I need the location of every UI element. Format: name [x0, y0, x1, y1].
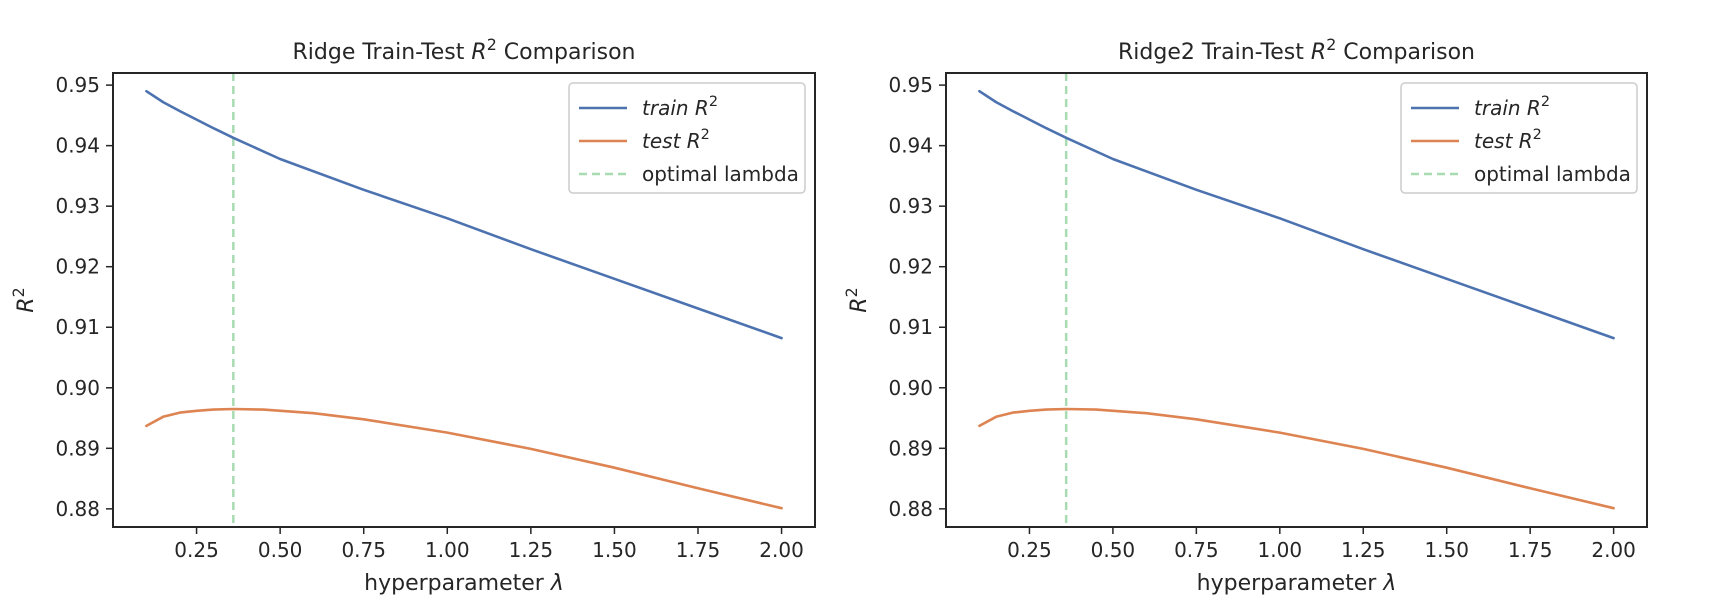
y-tick-label: 0.92	[55, 255, 100, 279]
x-tick-label: 1.75	[1508, 538, 1553, 562]
series-line-test	[145, 407, 783, 510]
y-tick-label: 0.89	[888, 436, 933, 460]
plot-frame	[945, 72, 1648, 528]
y-tick-label: 0.91	[55, 315, 100, 339]
y-tick-label: 0.95	[888, 73, 933, 97]
chart-panel-1: Ridge Train-Test R2​ Comparison 0.25 0.50 0…	[9, 35, 816, 596]
y-tick-label: 0.94	[888, 134, 933, 158]
legend-label: optimal lambda	[1474, 162, 1631, 186]
x-axis-label: hyperparameter λ	[1197, 571, 1397, 596]
y-axis-label: R2​	[842, 287, 872, 312]
x-tick-label: 0.50	[258, 538, 303, 562]
x-tick-label: 1.50	[592, 538, 637, 562]
legend-box	[568, 82, 806, 194]
y-tick-label: 0.94	[55, 134, 100, 158]
y-tick-label: 0.93	[55, 194, 100, 218]
x-tick-label: 0.75	[341, 538, 386, 562]
x-tick-label: 1.25	[509, 538, 554, 562]
legend-label: train R2​	[642, 94, 718, 120]
legend-label: train R2​	[1474, 94, 1550, 120]
plot-frame	[112, 72, 816, 528]
y-tick-label: 0.88	[55, 497, 100, 521]
legend-label: test R2​	[642, 127, 710, 153]
series-line-train	[978, 89, 1615, 340]
series-line-test	[978, 407, 1615, 510]
legend: train R2​ test R2​ optimal lambda	[1400, 82, 1638, 194]
y-tick-label: 0.90	[55, 376, 100, 400]
x-tick-label: 2.00	[1591, 538, 1636, 562]
y-tick-label: 0.95	[55, 73, 100, 97]
legend-label: optimal lambda	[642, 162, 799, 186]
y-tick-label: 0.88	[888, 497, 933, 521]
y-tick-label: 0.91	[888, 315, 933, 339]
legend-label: test R2​	[1474, 127, 1542, 153]
x-tick-label: 2.00	[759, 538, 804, 562]
x-tick-label: 1.50	[1424, 538, 1469, 562]
y-tick-label: 0.92	[888, 255, 933, 279]
legend-box	[1400, 82, 1638, 194]
x-tick-label: 0.75	[1174, 538, 1219, 562]
y-tick-label: 0.93	[888, 194, 933, 218]
series-line-train	[145, 89, 783, 340]
y-axis-label: R2​	[9, 287, 39, 312]
x-tick-label: 0.25	[1007, 538, 1052, 562]
y-tick-label: 0.90	[888, 376, 933, 400]
x-axis-label: hyperparameter λ	[364, 571, 564, 596]
y-tick-label: 0.89	[55, 436, 100, 460]
x-tick-label: 1.00	[1258, 538, 1303, 562]
x-tick-label: 0.50	[1091, 538, 1136, 562]
x-tick-label: 1.75	[676, 538, 721, 562]
x-tick-label: 1.25	[1341, 538, 1386, 562]
x-tick-label: 1.00	[425, 538, 470, 562]
chart-title: Ridge2 Train-Test R2​ Comparison	[1118, 35, 1475, 65]
x-tick-label: 0.25	[174, 538, 219, 562]
legend: train R2​ test R2​ optimal lambda	[568, 82, 806, 194]
chart-panel-2: Ridge2 Train-Test R2​ Comparison 0.25 0.50…	[842, 35, 1648, 596]
chart-title: Ridge Train-Test R2​ Comparison	[293, 35, 636, 65]
